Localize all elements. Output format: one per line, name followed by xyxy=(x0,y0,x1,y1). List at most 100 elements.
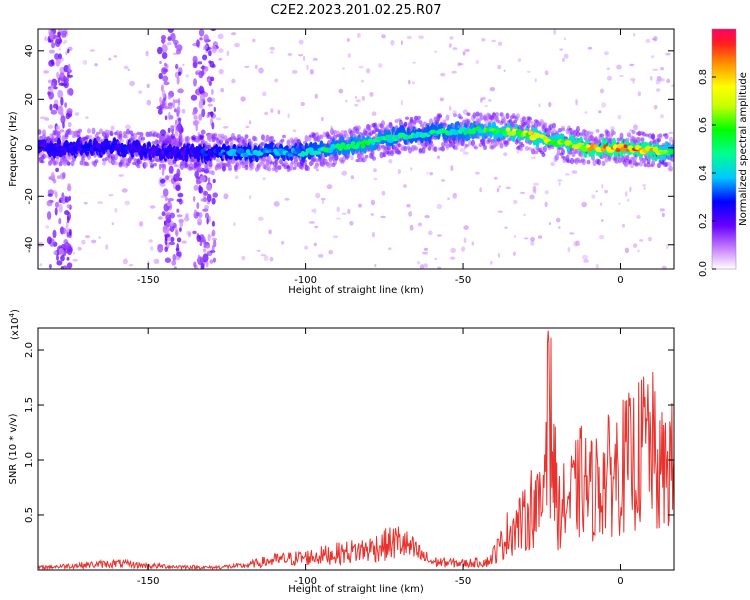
spectrogram-halo xyxy=(618,157,622,164)
y-tick-label: -20 xyxy=(24,188,35,204)
spectrogram-speckle xyxy=(44,117,50,121)
spectrogram-speckle xyxy=(370,199,375,206)
spectrogram-speckle xyxy=(650,76,653,81)
spectrogram-halo xyxy=(459,121,463,128)
spectrogram-ridge-core xyxy=(351,144,360,150)
spectrogram-noise-blob xyxy=(67,185,72,192)
spectrogram-halo xyxy=(552,122,556,129)
spectrogram-halo xyxy=(364,154,369,159)
spectrogram-speckle xyxy=(388,159,393,164)
spectrogram-noise-blob xyxy=(167,198,174,202)
spectrogram-speckle xyxy=(304,245,309,250)
spectrogram-ridge-core xyxy=(620,146,626,152)
spectrogram-ridge-core xyxy=(140,146,146,152)
spectrogram-halo xyxy=(445,143,450,150)
spectrogram-halo xyxy=(496,120,501,124)
spectrogram-speckle xyxy=(488,99,492,102)
spectrogram-halo xyxy=(319,134,324,140)
spectrogram-speckle xyxy=(113,55,118,58)
spectrogram-halo xyxy=(114,153,118,161)
spectrogram-speckle xyxy=(449,256,456,260)
spectrogram-speckle xyxy=(347,208,351,215)
spectrogram-halo xyxy=(124,134,129,139)
spectrogram-noise-blob xyxy=(50,82,55,89)
spectrogram-noise-blob xyxy=(157,216,163,220)
spectrogram-speckle xyxy=(548,222,552,226)
spectrogram-halo xyxy=(597,140,601,144)
spectrogram-noise-blob xyxy=(175,63,179,70)
spectrogram-halo xyxy=(540,146,544,151)
spectrogram-speckle xyxy=(562,57,565,63)
colorbar-tick-label: 0.4 xyxy=(698,165,709,181)
spectrogram-noise-blob xyxy=(199,37,203,41)
spectrogram-speckle xyxy=(168,175,173,178)
spectrogram-speckle xyxy=(105,244,109,250)
y-tick-label: 0.5 xyxy=(24,507,35,523)
spectrogram-speckle xyxy=(426,172,429,175)
spectrogram-halo xyxy=(577,159,582,164)
spectrogram-noise-blob xyxy=(161,89,166,98)
spectrogram-speckle xyxy=(496,187,500,193)
spectrogram-halo xyxy=(250,162,255,167)
spectrogram-speckle xyxy=(659,208,665,212)
spectrogram-halo xyxy=(652,138,657,146)
spectrogram-halo xyxy=(57,134,61,140)
spectrogram-noise-blob xyxy=(175,48,182,55)
spectrogram-speckle xyxy=(231,78,236,84)
spectrogram-speckle xyxy=(373,177,378,181)
spectrogram-noise-blob xyxy=(203,190,209,196)
spectrogram-noise-blob xyxy=(204,66,209,72)
spectrogram-noise-blob xyxy=(49,31,54,40)
spectrogram-noise-blob xyxy=(167,127,171,133)
y-tick-label: -40 xyxy=(24,237,35,253)
spectrogram-speckle xyxy=(408,79,411,85)
spectrogram-speckle xyxy=(652,68,659,72)
spectrogram-speckle xyxy=(409,224,414,231)
spectrogram-halo xyxy=(294,159,298,165)
spectrogram-halo xyxy=(229,139,234,144)
spectrogram-noise-blob xyxy=(174,119,178,126)
spectrogram-speckle xyxy=(601,102,607,108)
spectrogram-noise-blob xyxy=(170,236,175,242)
spectrogram-noise-blob xyxy=(64,102,67,108)
spectrogram-noise-blob xyxy=(211,170,215,176)
spectrogram-halo xyxy=(574,149,579,154)
spectrogram-halo xyxy=(576,131,580,137)
spectrogram-halo xyxy=(657,138,661,143)
spectrogram-halo xyxy=(138,160,142,165)
spectrogram-halo xyxy=(603,151,607,159)
spectrogram-speckle xyxy=(254,64,258,69)
spectrogram-speckle xyxy=(618,202,621,205)
spectrogram-halo xyxy=(163,145,168,149)
spectrogram-speckle xyxy=(125,124,131,130)
spectrogram-ridge-core xyxy=(502,131,509,136)
spectrogram-speckle xyxy=(94,63,98,67)
spectrogram-halo xyxy=(375,128,379,133)
spectrogram-speckle xyxy=(349,221,354,226)
spectrogram-noise-blob xyxy=(54,53,60,60)
y-tick-label: 1.5 xyxy=(24,397,35,413)
spectrogram-noise-blob xyxy=(46,200,53,207)
spectrogram-halo xyxy=(228,164,232,170)
spectrogram-speckle xyxy=(606,67,611,71)
spectrogram-noise-blob xyxy=(54,207,58,216)
spectrogram-halo xyxy=(568,150,573,155)
spectrogram-noise-blob xyxy=(164,233,171,238)
spectrogram-halo xyxy=(322,131,327,138)
spectrogram-halo xyxy=(162,163,166,169)
spectrogram-halo xyxy=(490,139,495,144)
spectrogram-speckle xyxy=(220,88,225,93)
spectrogram-halo xyxy=(516,113,520,119)
spectrogram-noise-blob xyxy=(193,115,198,120)
spectrogram-halo xyxy=(38,129,42,135)
spectrogram-halo xyxy=(156,139,160,145)
spectrogram-halo xyxy=(262,158,267,162)
spectrogram-halo xyxy=(528,120,532,124)
spectrogram-noise-blob xyxy=(210,111,214,118)
spectrogram-speckle xyxy=(575,100,578,106)
spectrogram-speckle xyxy=(400,40,403,45)
spectrogram-speckle xyxy=(411,81,415,85)
spectrogram-halo xyxy=(85,135,90,140)
y-tick-label: 0 xyxy=(24,145,35,151)
spectrogram-halo xyxy=(445,114,450,121)
